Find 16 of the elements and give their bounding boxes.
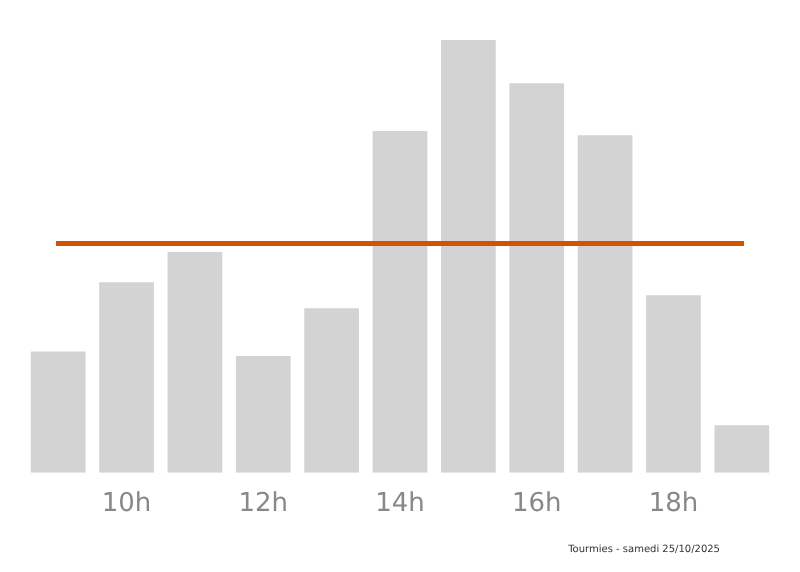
bar	[577, 135, 633, 473]
bar	[509, 83, 565, 473]
x-tick-label: 10h	[101, 489, 152, 520]
bar	[304, 308, 359, 473]
bar	[714, 425, 770, 473]
x-tick-label: 12h	[238, 489, 289, 520]
bar	[441, 40, 496, 473]
bar	[99, 282, 154, 473]
x-tick-label: 18h	[648, 489, 699, 520]
x-tick-label: 14h	[375, 489, 425, 520]
bar	[167, 252, 223, 473]
bar	[646, 295, 701, 473]
x-tick-label: 16h	[511, 489, 562, 520]
bar	[30, 351, 86, 473]
bar	[372, 130, 428, 473]
bar	[235, 355, 291, 473]
